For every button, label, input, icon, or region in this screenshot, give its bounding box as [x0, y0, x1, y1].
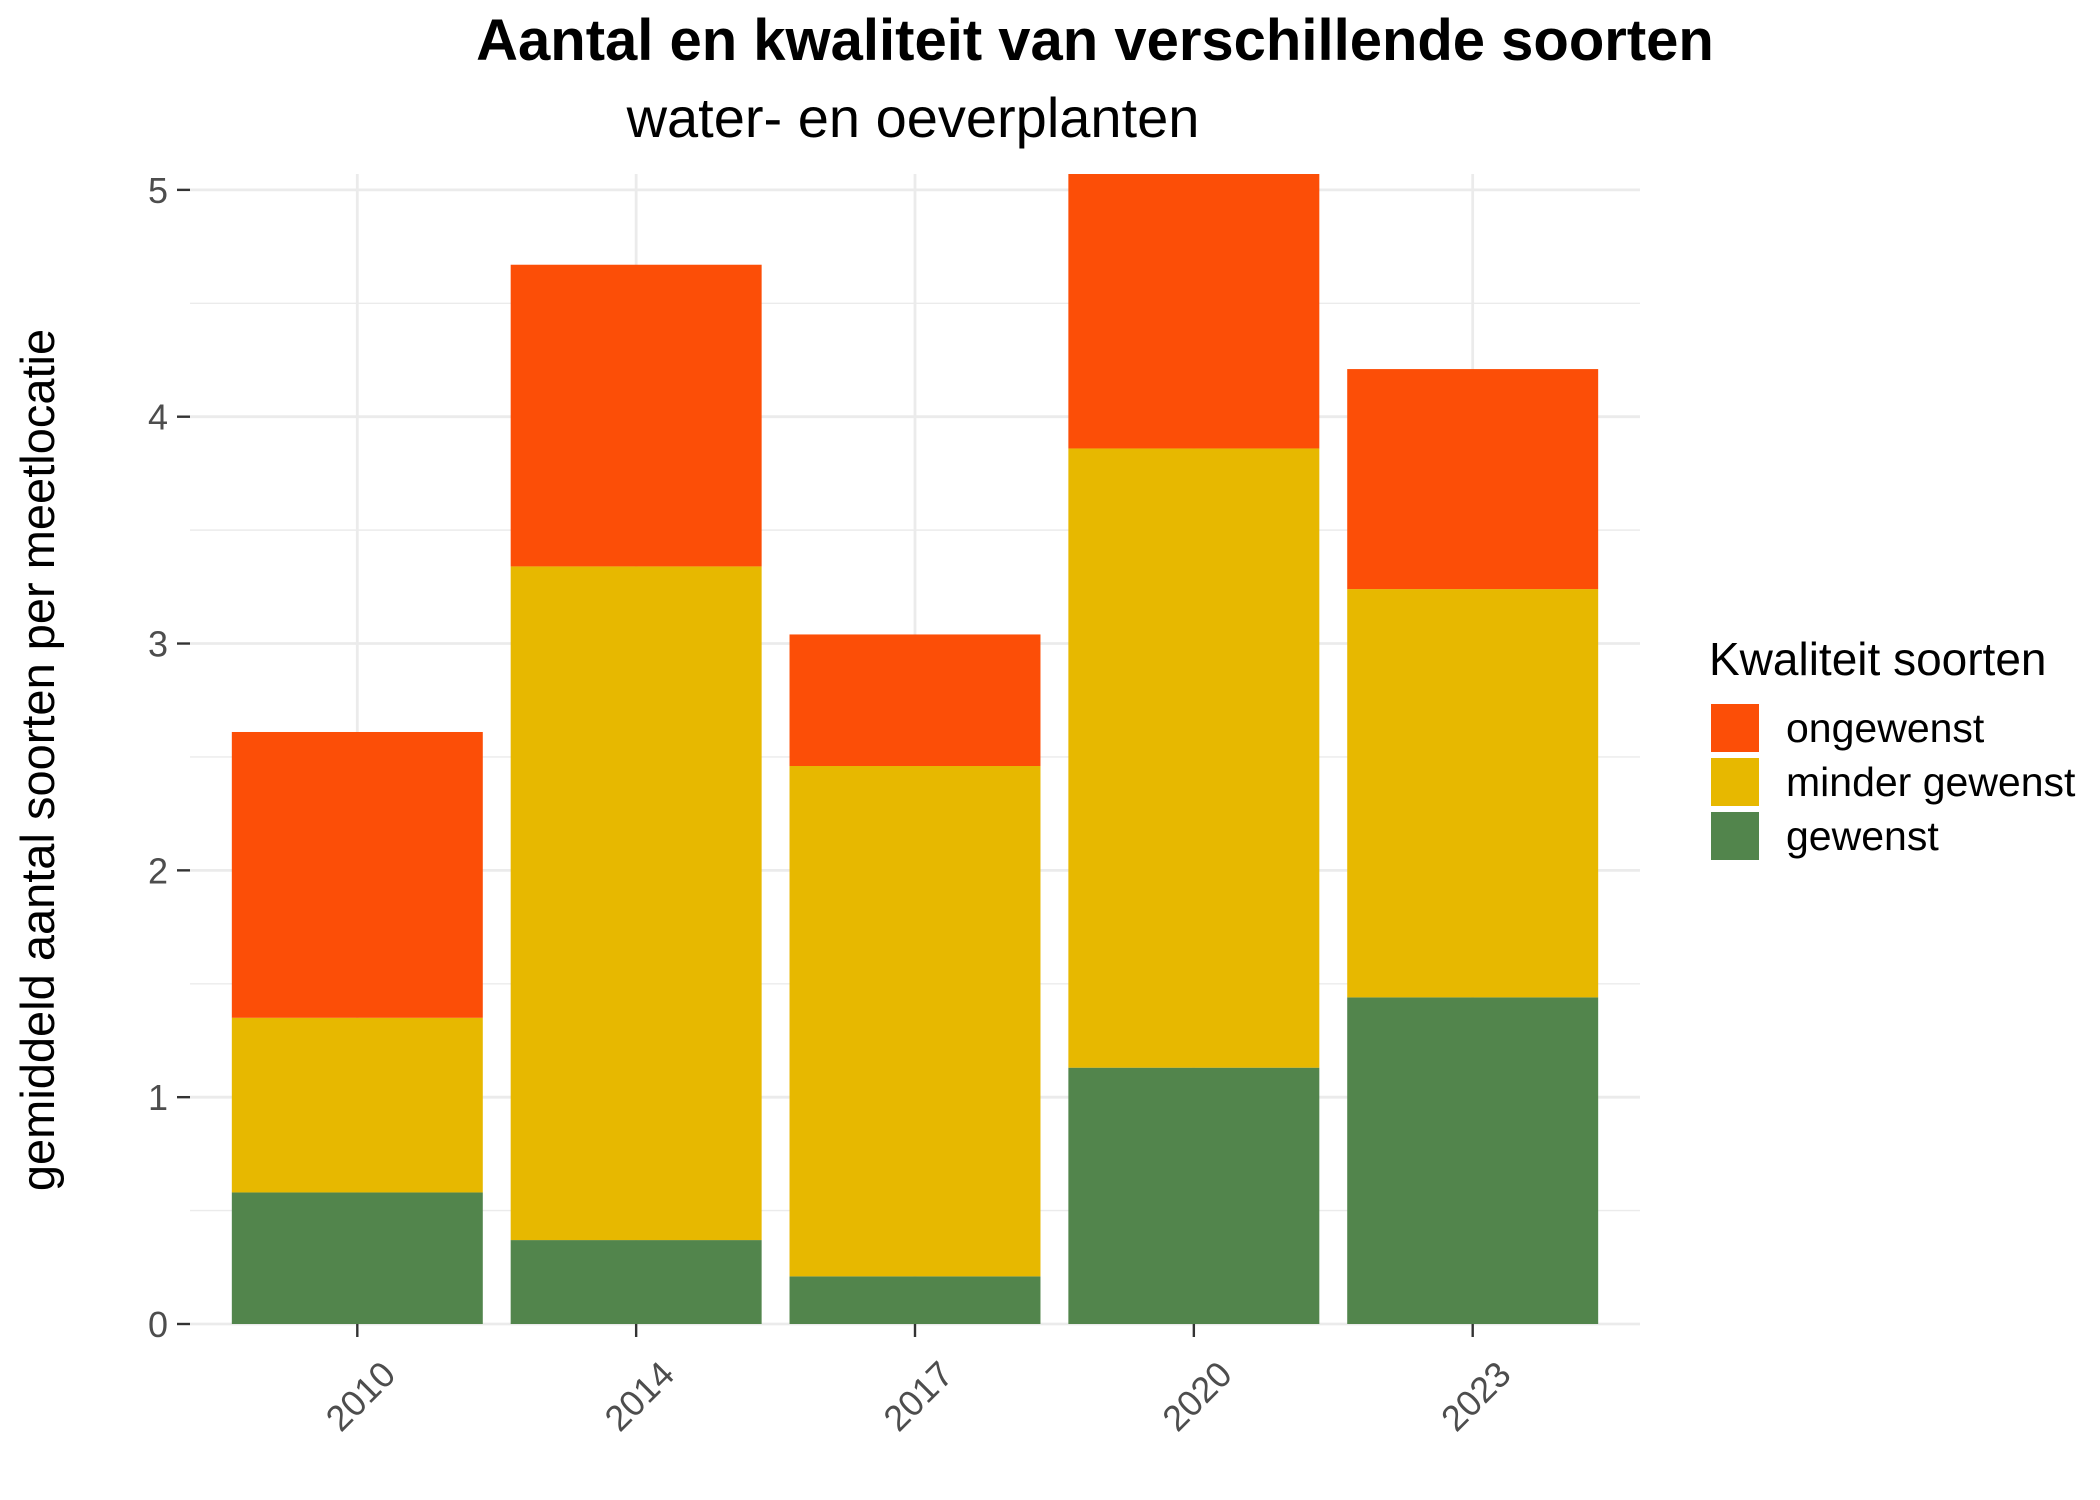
bar-2010-ongewenst [231, 731, 483, 1018]
bar-2014-minder-gewenst [510, 566, 762, 1241]
legend-item-ongewenst: ongewenst [1711, 704, 1985, 752]
bar-2017-ongewenst [789, 634, 1041, 767]
bar-2023-ongewenst [1347, 369, 1599, 590]
bar-2014-ongewenst [510, 264, 762, 567]
y-tick-label: 0 [148, 1304, 168, 1345]
chart-title: Aantal en kwaliteit van verschillende so… [476, 8, 1714, 73]
legend-item-gewenst: gewenst [1711, 812, 1939, 860]
x-tick-label-2023: 2023 [1433, 1353, 1519, 1439]
legend-title: Kwaliteit soorten [1709, 633, 2047, 685]
legend-items: ongewenst minder gewenst gewenst [1711, 704, 2076, 860]
y-tick-label: 3 [148, 624, 168, 665]
bar-2010-minder-gewenst [231, 1017, 483, 1193]
legend: Kwaliteit soorten ongewenst minder gewens… [1709, 633, 2076, 860]
legend-key-gewenst [1711, 812, 1759, 860]
x-tick-label-2010: 2010 [318, 1353, 404, 1439]
y-tick-label: 2 [148, 850, 168, 891]
legend-item-minder-gewenst: minder gewenst [1711, 758, 2076, 806]
bars [231, 174, 1599, 1324]
bar-2023-gewenst [1347, 997, 1599, 1324]
x-tick-label-2020: 2020 [1154, 1353, 1240, 1439]
bar-2020-ongewenst [1068, 174, 1320, 449]
bar-2023-minder-gewenst [1347, 589, 1599, 998]
bar-2017-minder-gewenst [789, 766, 1041, 1277]
bar-2020-gewenst [1068, 1067, 1320, 1324]
bar-2010-gewenst [231, 1192, 483, 1324]
legend-label-minder-gewenst: minder gewenst [1786, 759, 2076, 805]
bar-2017-gewenst [789, 1276, 1041, 1324]
chart-subtitle: water- en oeverplanten [626, 86, 1200, 149]
bar-2020-minder-gewenst [1068, 448, 1320, 1068]
legend-label-gewenst: gewenst [1786, 813, 1939, 859]
x-axis: 2010 2014 2017 2020 2023 [318, 1324, 1519, 1439]
y-axis-title: gemiddeld aantal soorten per meetlocatie [11, 329, 64, 1191]
legend-label-ongewenst: ongewenst [1786, 705, 1985, 751]
y-axis: 0 1 2 3 4 5 [148, 170, 190, 1345]
legend-key-ongewenst [1711, 704, 1759, 752]
x-tick-label-2014: 2014 [596, 1353, 682, 1439]
x-tick-label-2017: 2017 [875, 1353, 961, 1439]
legend-key-minder-gewenst [1711, 758, 1759, 806]
y-tick-label: 4 [148, 397, 168, 438]
bar-2014-gewenst [510, 1240, 762, 1324]
y-tick-label: 1 [148, 1077, 168, 1118]
y-tick-label: 5 [148, 170, 168, 211]
